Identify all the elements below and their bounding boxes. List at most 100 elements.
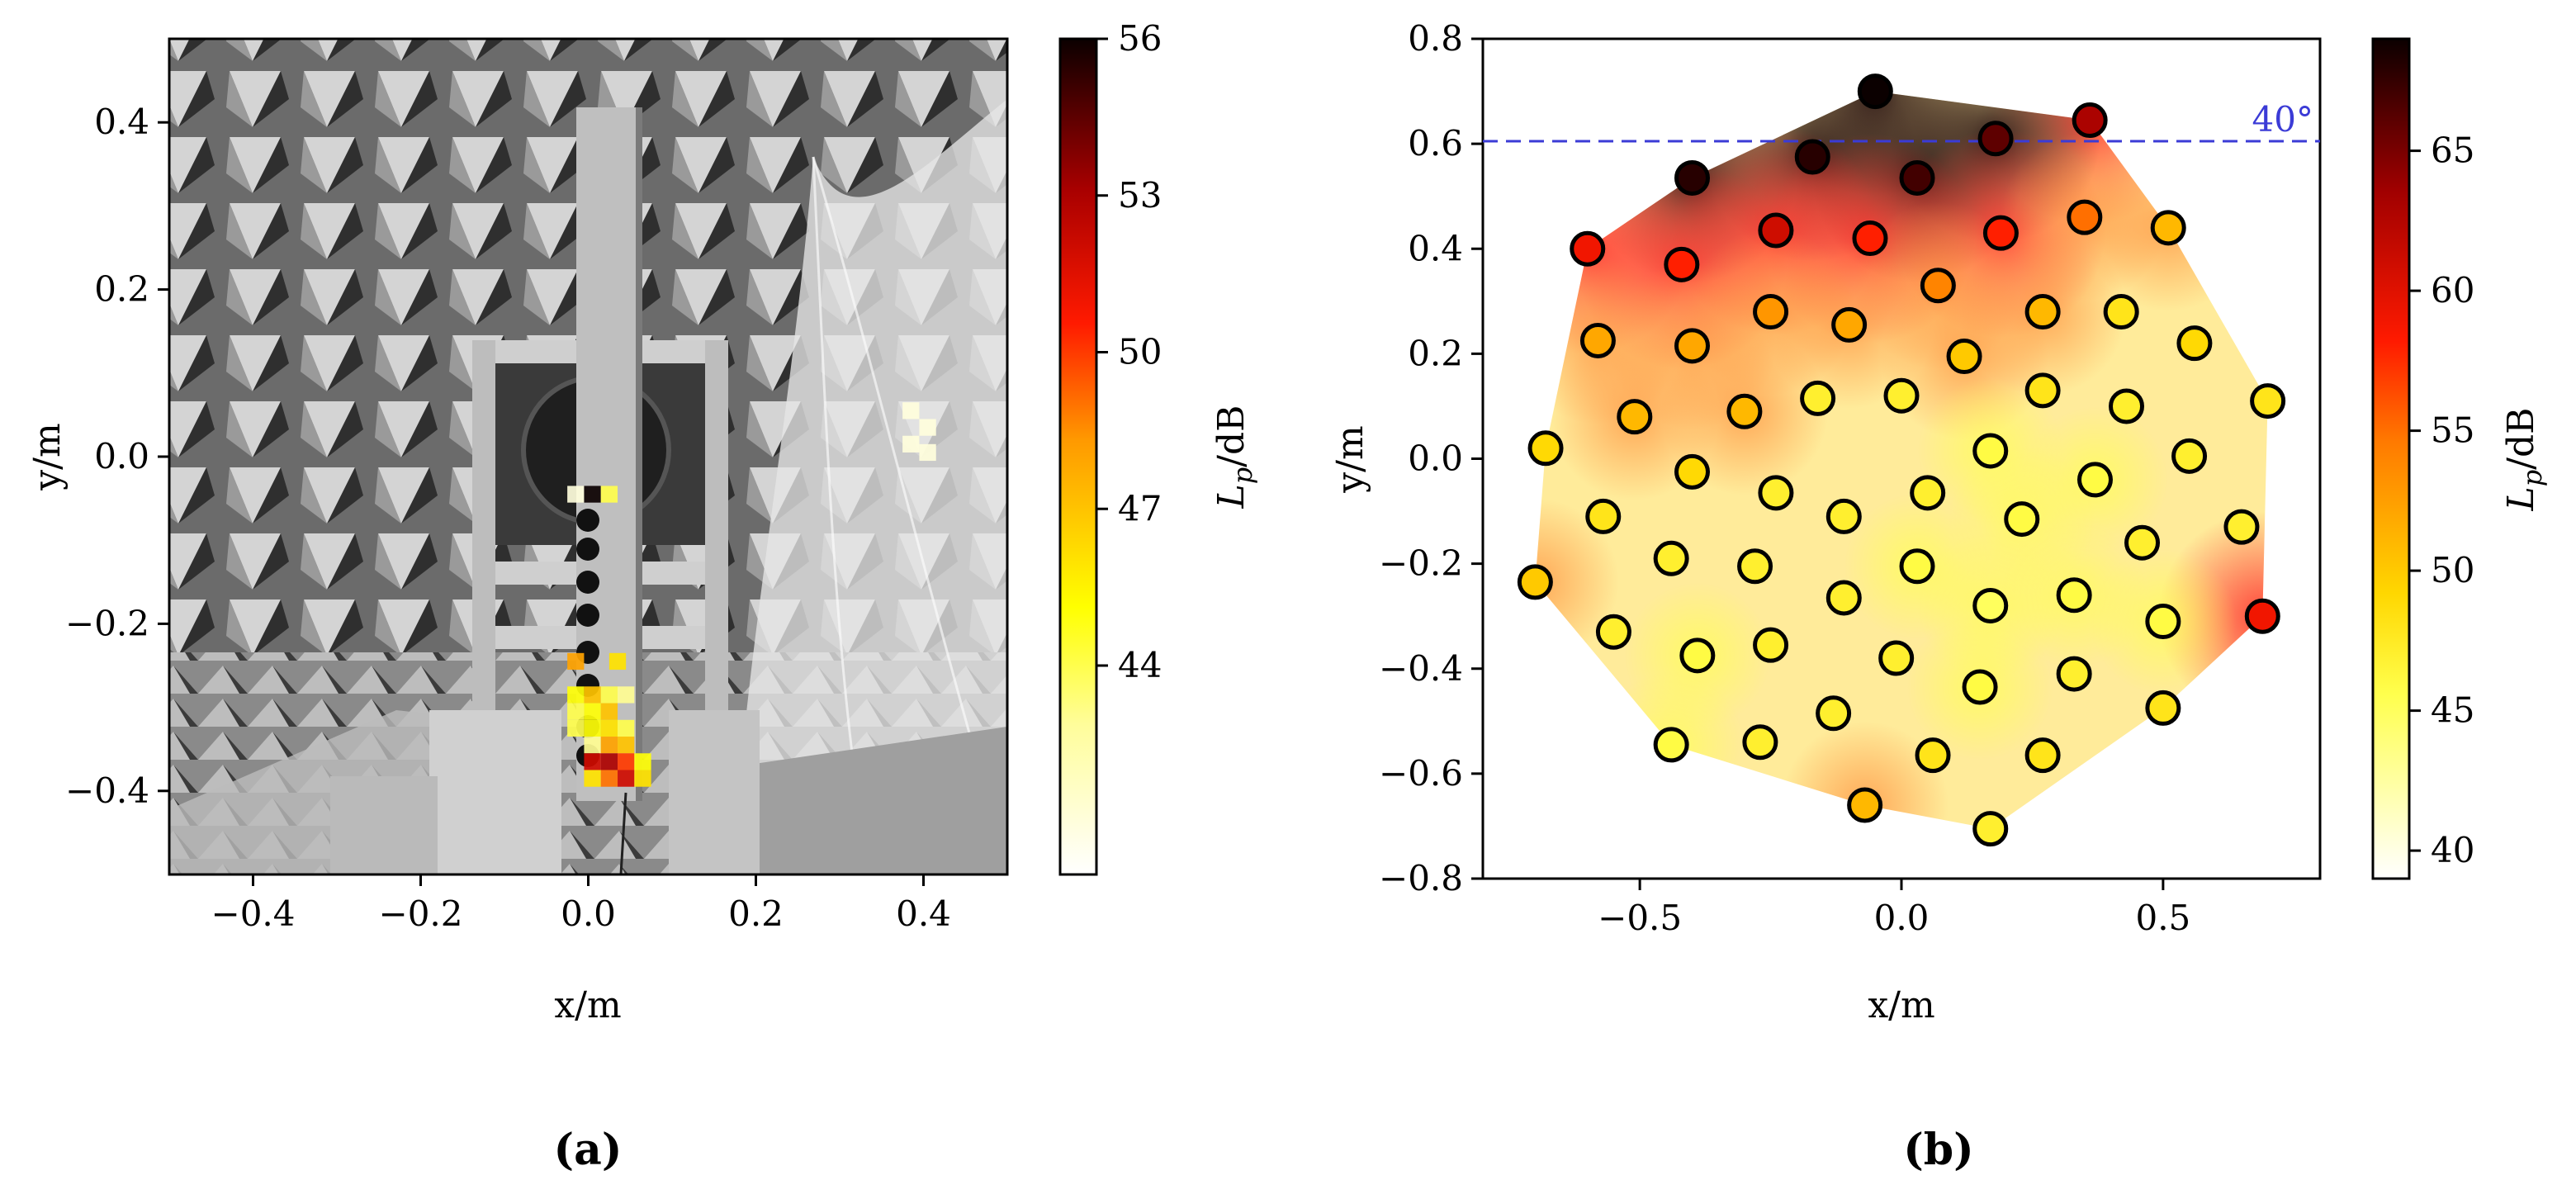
mic-point — [1579, 322, 1616, 358]
mic-point — [1899, 548, 1935, 585]
b-cbtick-label: 60 — [2431, 270, 2474, 310]
colorbar-label-b: Lp/dB — [2500, 407, 2548, 511]
mic-point — [1946, 339, 1982, 375]
mic-point — [1910, 475, 1946, 511]
heatmap-cell — [567, 686, 585, 704]
a-ytick-label: 0.4 — [94, 102, 149, 142]
a-cbtick-label: 44 — [1118, 645, 1162, 685]
b-cbtick-label: 55 — [2431, 410, 2474, 451]
a-ytick-label: 0.2 — [94, 269, 149, 310]
b-xtick-label: −0.5 — [1598, 898, 1682, 938]
heatmap-cell — [584, 737, 601, 754]
mic-point — [1742, 724, 1778, 761]
a-xtick-label: 0.2 — [728, 893, 784, 934]
mic-point — [2171, 438, 2208, 474]
mic-point — [1825, 498, 1862, 534]
a-xtick-label: −0.2 — [379, 893, 463, 934]
mic-point — [1753, 294, 1789, 330]
mic-point — [1726, 393, 1763, 429]
mic-point — [1972, 811, 2009, 847]
mic-point — [1883, 377, 1920, 414]
heatmap-cell — [902, 402, 920, 419]
heatmap-cell — [902, 435, 920, 453]
mic-point — [1857, 73, 1893, 110]
mic-point — [2072, 102, 2108, 139]
a-cbtick-label: 50 — [1118, 332, 1162, 372]
heatmap-cell — [567, 703, 585, 720]
a-ytick-label: −0.4 — [65, 770, 149, 811]
mic-point — [1674, 453, 1710, 490]
b-cbtick-label: 65 — [2431, 130, 2474, 171]
colorbar-a: 44 47 50 53 56 Lp/dB — [1058, 18, 1258, 876]
b-ytick-label: −0.6 — [1379, 753, 1463, 794]
mic-point — [2109, 388, 2145, 424]
b-ytick-label: −0.8 — [1379, 858, 1463, 898]
mic-point — [1595, 614, 1631, 650]
mic-point — [1977, 121, 2014, 157]
heatmap-cell — [584, 719, 601, 737]
a-ytick-label: −0.2 — [65, 603, 149, 643]
mic-point — [2145, 604, 2181, 640]
b-cbtick-label: 50 — [2431, 550, 2474, 590]
caption-a: (a) — [554, 1125, 623, 1175]
heatmap-cell — [584, 486, 601, 503]
heatmap-cell — [567, 486, 585, 503]
mic-point — [1800, 380, 1836, 416]
heatmap-cell — [618, 719, 635, 737]
b-xtick-label: 0.5 — [2135, 898, 2190, 938]
colorbar-label-a: Lp/dB — [1210, 405, 1258, 509]
mic-point — [2067, 199, 2103, 235]
mic-point — [1653, 727, 1689, 763]
heatmap-cell — [567, 652, 585, 671]
heatmap-cell — [600, 686, 618, 704]
heatmap-cell — [634, 753, 651, 770]
heatmap-cell — [618, 737, 635, 754]
mic-point — [1737, 548, 1773, 585]
panel-a: −0.4 −0.2 0.0 0.2 0.4 −0.4 −0.2 0.0 0.2 0.4 x/m y… — [26, 18, 1258, 1175]
mic-point — [1674, 159, 1710, 196]
a-xtick-label: 0.4 — [896, 893, 951, 934]
heatmap-cell — [618, 753, 635, 770]
reference-line-label: 40° — [2252, 99, 2313, 140]
panel-b: 40° −0.5 0.0 0.5 −0.8 −0.6 −0.4 −0.2 0.0 0.2 0.4 0… — [1329, 18, 2548, 1175]
caption-b: (b) — [1903, 1125, 1974, 1175]
colorbar-gradient-b — [2371, 37, 2411, 880]
a-cbtick-label: 53 — [1118, 175, 1162, 216]
mic-point — [1517, 564, 1553, 600]
heatmap-cell — [634, 770, 651, 787]
b-ytick-label: −0.2 — [1379, 543, 1463, 584]
mic-point — [2056, 656, 2092, 692]
mic-point — [2024, 372, 2061, 409]
mic-point — [2150, 210, 2186, 246]
a-xtick-label: 0.0 — [561, 893, 616, 934]
heatmap-cells — [567, 402, 936, 787]
mic-point — [1825, 580, 1862, 616]
colorbar-gradient-a — [1058, 37, 1098, 876]
heatmap-cell — [600, 486, 618, 503]
mic-point — [2076, 462, 2113, 498]
b-ytick-label: 0.2 — [1408, 333, 1463, 373]
mic-point — [1915, 737, 1951, 774]
a-ytick-label: 0.0 — [94, 436, 149, 476]
b-ytick-label: 0.4 — [1408, 228, 1463, 268]
b-cbtick-label: 40 — [2431, 830, 2474, 870]
mic-point — [2145, 690, 2181, 726]
mic-point — [2056, 577, 2092, 614]
mic-point — [1653, 540, 1689, 576]
mic-point — [2124, 524, 2161, 561]
mic-point — [2103, 294, 2139, 330]
y-axis-label-a: y/m — [26, 423, 69, 490]
mic-point — [1972, 433, 2009, 469]
heatmap-cell — [584, 686, 601, 704]
photo-background — [169, 39, 1007, 874]
heatmap-cell — [600, 719, 618, 737]
mic-point — [1831, 306, 1868, 343]
heatmap-cell — [584, 753, 601, 770]
mic-point — [1570, 230, 1606, 267]
mic-point — [1794, 139, 1830, 175]
mic-point — [1852, 220, 1888, 257]
colorbar-b: 40 45 50 55 60 65 Lp/dB — [2371, 37, 2548, 880]
mic-points — [1517, 73, 2286, 847]
